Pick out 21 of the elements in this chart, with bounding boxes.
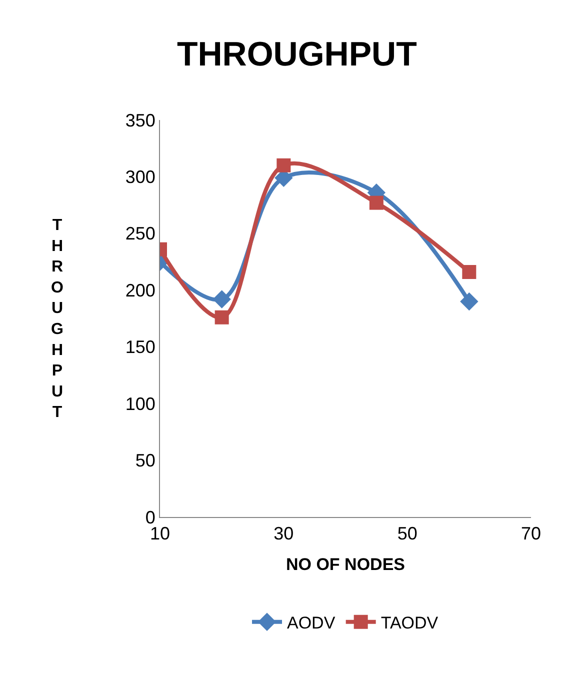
- point: [460, 292, 478, 311]
- x-tick-label: 70: [520, 524, 542, 544]
- point: [462, 264, 476, 279]
- y-tick-label: 250: [125, 224, 156, 244]
- y-tick-label: 300: [125, 167, 156, 188]
- legend-label: AODV: [287, 614, 336, 633]
- y-tick-label: 150: [125, 337, 156, 358]
- point: [212, 290, 231, 308]
- y-tick-label: 100: [125, 394, 156, 414]
- point: [276, 158, 291, 172]
- y-tick-label: 50: [135, 450, 156, 471]
- y-tick-label: 200: [125, 280, 156, 300]
- chart-title: THROUGHPUT: [176, 36, 418, 74]
- point: [214, 310, 229, 324]
- point: [369, 196, 384, 210]
- text: THROUGHPUT: [51, 217, 64, 422]
- x-axis-title: NO OF NODES: [286, 555, 406, 574]
- x-tick-label: 50: [397, 524, 418, 544]
- y-tick-label: 350: [125, 110, 156, 130]
- x-tick-label: 30: [274, 524, 294, 544]
- legend-label: TAODV: [380, 614, 439, 633]
